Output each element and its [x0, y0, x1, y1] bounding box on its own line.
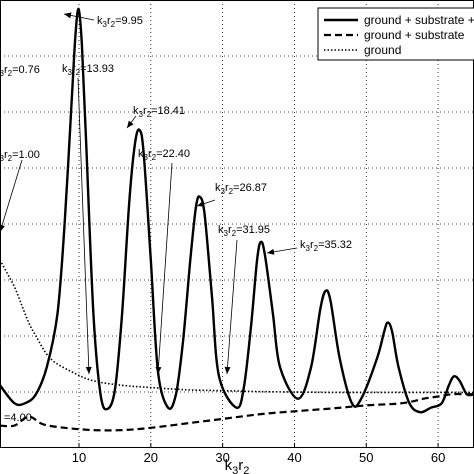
x-axis-label: k3r2: [225, 457, 250, 474]
annotation-arrow-line: [0, 159, 23, 233]
annotation-label: k3r2=9.95: [97, 15, 143, 29]
annotation-arrow-line: [157, 162, 173, 375]
annotation-arrow-line: [77, 77, 90, 375]
x-tick-label: 50: [359, 450, 373, 465]
legend: ground + substrate +ground + substrategr…: [317, 7, 474, 61]
annotation-label: k3r2=1.00: [0, 149, 40, 163]
annotation-arrow-head: [127, 120, 134, 128]
legend-label: ground + substrate +: [364, 13, 474, 27]
x-tick-label: 30: [215, 450, 229, 465]
annotation-arrow-head: [197, 200, 205, 207]
x-tick-label: 20: [144, 450, 158, 465]
series-line-dashed: [0, 392, 474, 432]
legend-label: ground + substrate: [364, 28, 465, 42]
annotation-label: k3r2=18.41: [133, 105, 185, 119]
annotation-arrow-head: [85, 366, 92, 374]
legend-label: ground: [364, 43, 401, 57]
annotation-label: k3r2=13.93: [62, 63, 114, 77]
annotation-arrow-head: [267, 248, 275, 255]
series-line-solid: [0, 7, 474, 414]
annotation-label: k3r2=26.87: [215, 182, 267, 196]
x-axis: 10 20 30 40 50 60: [72, 443, 445, 465]
annotation-label: k3r2=31.95: [218, 224, 270, 238]
annotation-label: k3r2=0.76: [0, 64, 40, 78]
annotation-arrow-head: [224, 366, 231, 374]
x-tick-label: 40: [287, 450, 301, 465]
x-tick-label: 10: [72, 450, 86, 465]
annotation-label: k3r2=22.40: [138, 148, 190, 162]
legend-box: [317, 7, 474, 61]
annotation-arrow-head: [155, 366, 162, 374]
series-layer: [0, 7, 474, 432]
annotation-label: =4.00: [4, 412, 32, 424]
x-tick-label: 60: [431, 450, 445, 465]
annotation-label: k3r2=35.32: [300, 239, 352, 253]
annotation-arrow-head: [64, 12, 72, 19]
series-line-dotted: [0, 259, 474, 394]
annotations: k3r2=9.95 k3r2=0.76 k3r2=13.93 k3r2=18.41 k3…: [0, 12, 352, 424]
annotation-arrow-head: [0, 224, 5, 232]
grid: [0, 0, 474, 448]
annotation-arrow-line: [226, 239, 238, 375]
